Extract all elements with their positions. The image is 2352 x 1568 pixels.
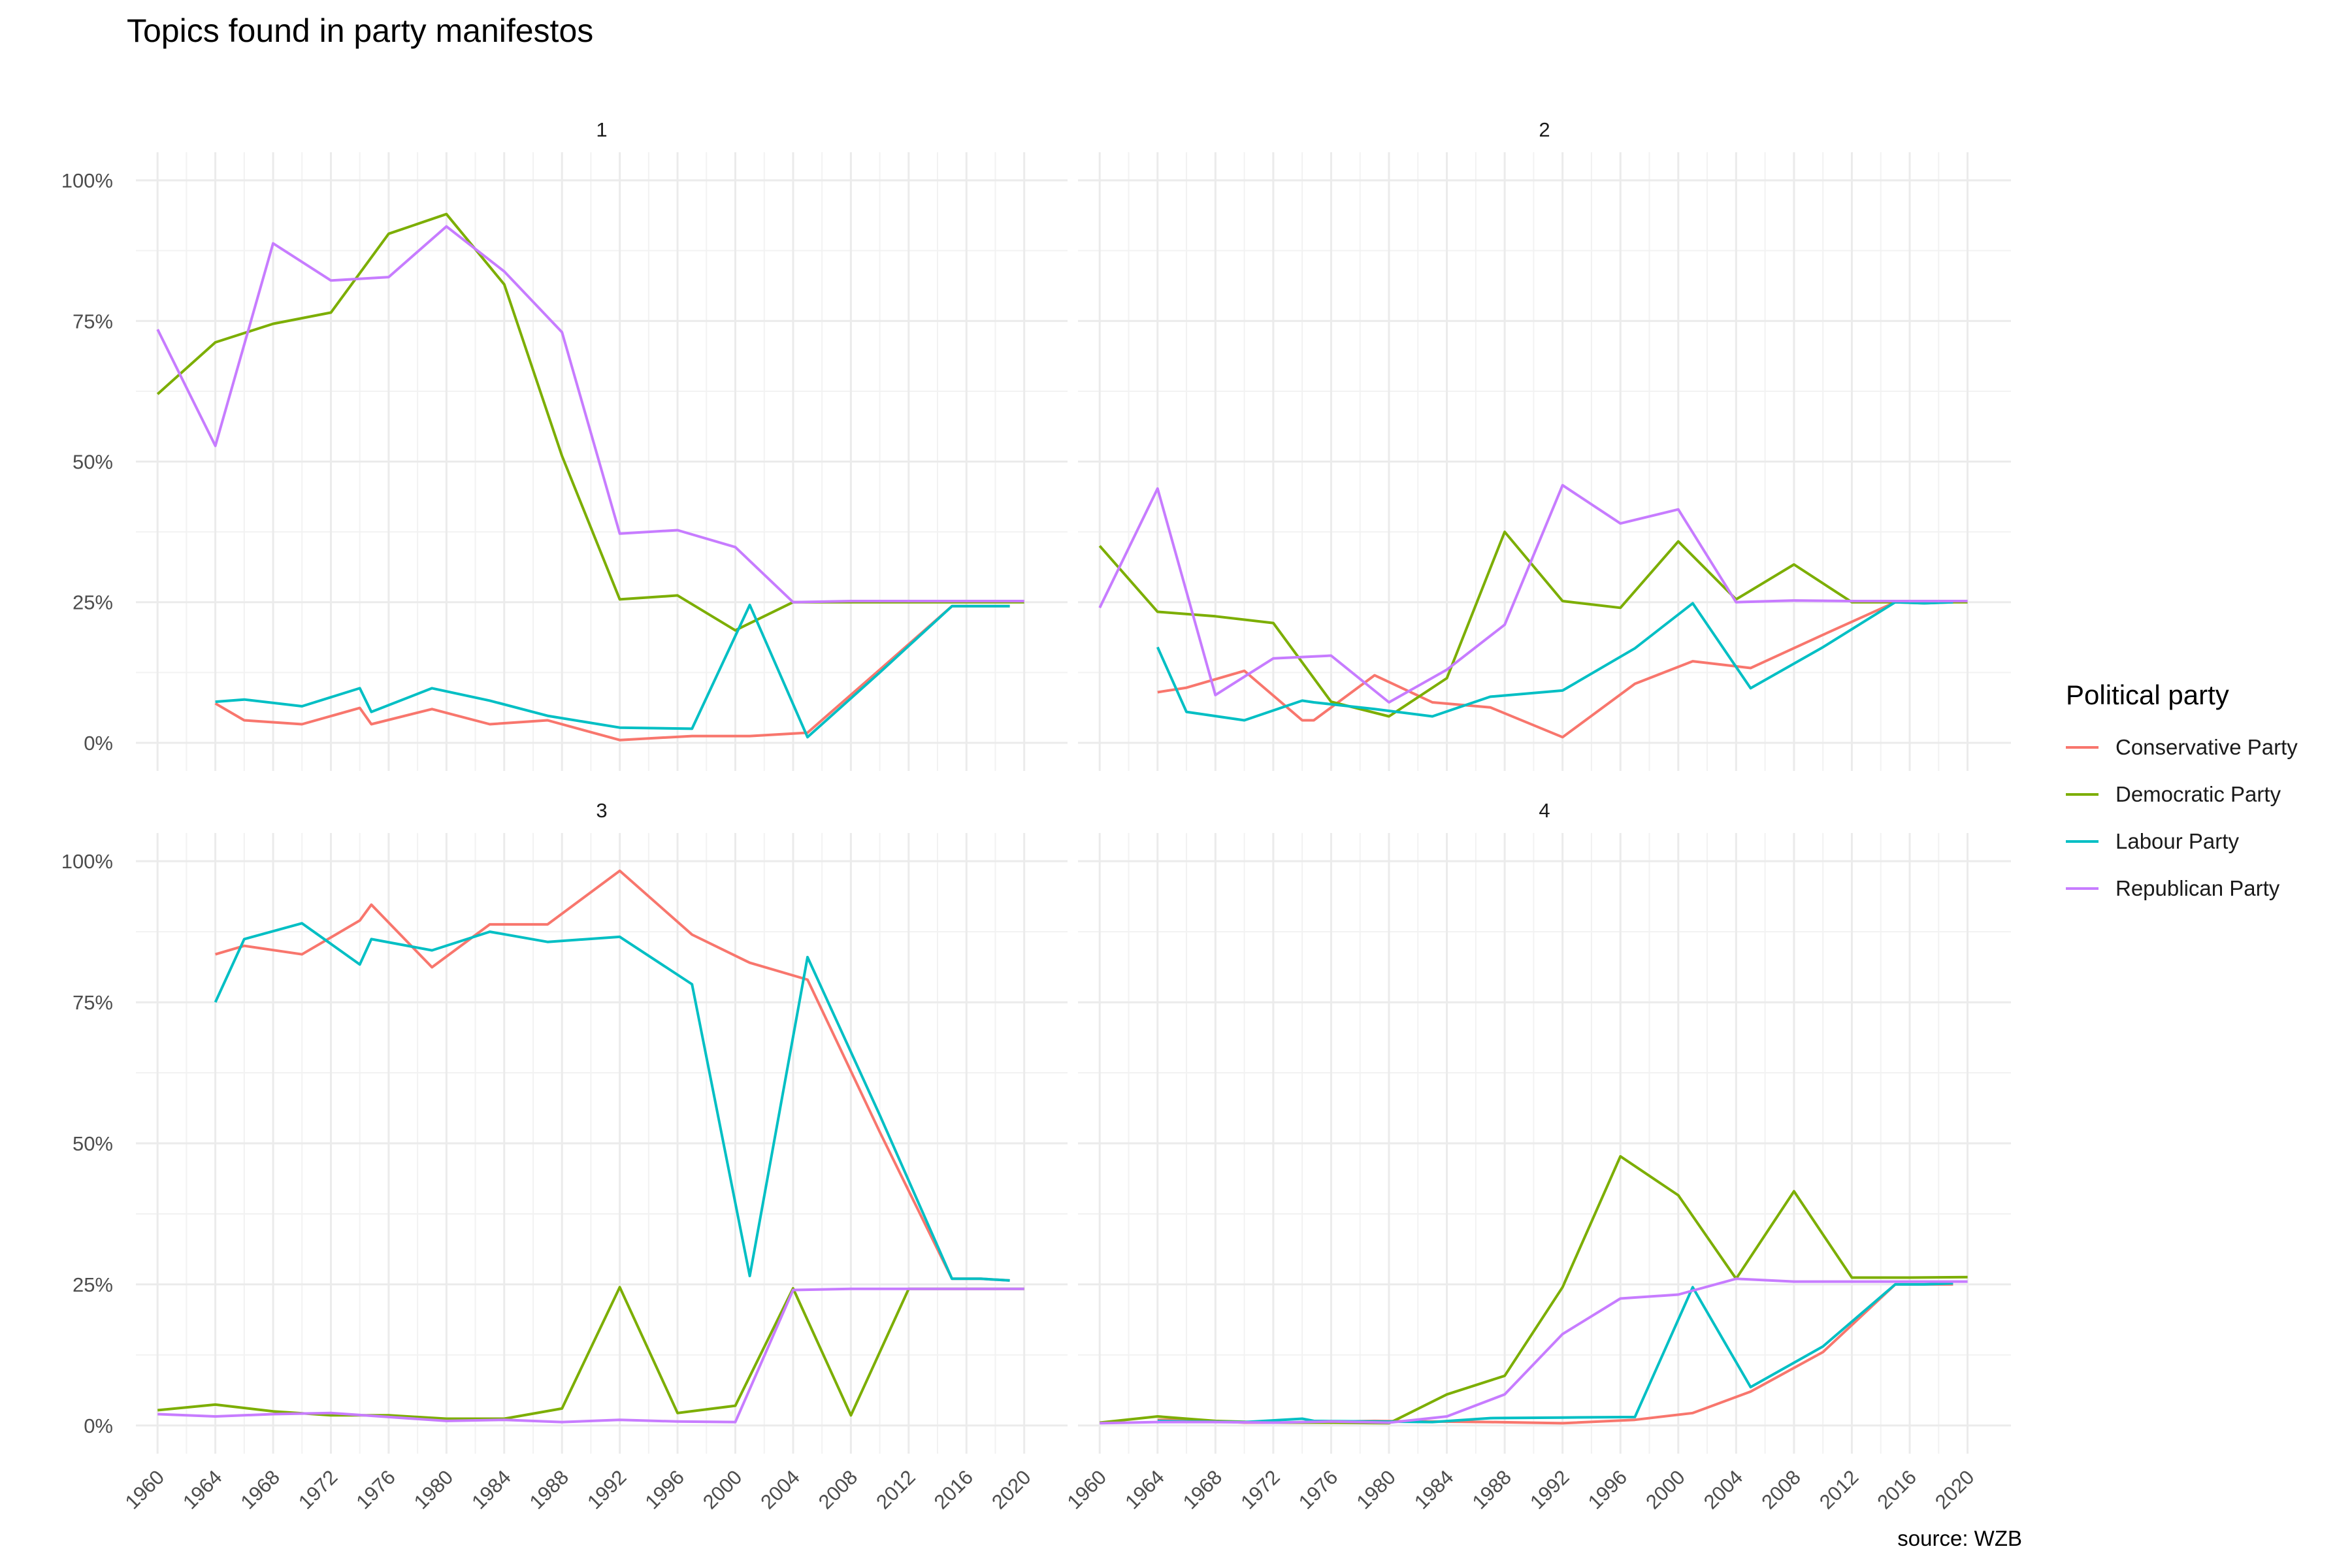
x-tick-label: 1976 [351, 1465, 400, 1514]
series-line-republican-party [157, 1287, 1024, 1424]
x-tick-label: 1960 [1063, 1465, 1111, 1514]
legend-item-republican: Republican Party [2066, 865, 2298, 912]
y-tick-label: 50% [73, 451, 113, 474]
x-tick-label: 1992 [583, 1465, 631, 1514]
facet-strip-label: 3 [596, 799, 607, 822]
y-tick-label: 0% [84, 1414, 113, 1437]
y-tick-label: 25% [73, 1273, 113, 1296]
x-tick-label: 2016 [930, 1465, 978, 1514]
legend-title: Political party [2066, 679, 2229, 710]
facet-panel-2: 2 [1078, 118, 2011, 771]
x-tick-label: 1984 [1410, 1465, 1458, 1514]
facet-panel-4: 4 1960 1964 1968 1972 1976 1980 1984 1988 1992 199… [1063, 799, 2011, 1514]
legend-item-labour: Labour Party [2066, 818, 2298, 865]
facet-strip-label: 4 [1539, 799, 1550, 822]
x-tick-label: 2012 [1815, 1465, 1863, 1514]
y-tick-label: 100% [61, 169, 113, 192]
x-tick-label: 1988 [1468, 1465, 1516, 1514]
x-tick-label: 1960 [121, 1465, 169, 1514]
x-tick-label: 1968 [1179, 1465, 1227, 1514]
legend-label: Republican Party [2115, 876, 2280, 900]
x-tick-label: 2020 [987, 1465, 1036, 1514]
y-tick-label: 100% [61, 850, 113, 873]
facet-strip-label: 2 [1539, 118, 1550, 141]
x-tick-label: 2020 [1931, 1465, 1979, 1514]
series-line-labour-party [1156, 600, 1953, 722]
x-tick-label: 2012 [872, 1465, 920, 1514]
x-tick-label: 1984 [467, 1465, 515, 1514]
series-line-republican-party [1098, 483, 1968, 704]
x-tick-label: 2008 [1757, 1465, 1805, 1514]
facet-panel-3: 3 0% 25% 50% 75% 100% 1960 1964 1968 1972 1976 1980… [61, 799, 1068, 1514]
legend-label: Labour Party [2115, 829, 2239, 853]
legend-item-democratic: Democratic Party [2066, 771, 2298, 818]
chart-caption: source: WZB [1897, 1526, 2022, 1550]
x-tick-label: 2016 [1872, 1465, 1921, 1514]
y-tick-label: 0% [84, 732, 113, 755]
x-tick-label: 1980 [1352, 1465, 1400, 1514]
x-tick-label: 1964 [178, 1465, 227, 1514]
series-line-conservative-party [1157, 600, 1953, 739]
legend-swatch-democratic [2066, 793, 2099, 796]
series-line-labour-party [214, 922, 1010, 1282]
series-line-conservative-party [215, 869, 1010, 1282]
series-line-democratic-party [1098, 531, 1968, 718]
x-tick-label: 1964 [1120, 1465, 1169, 1514]
legend-swatch-republican [2066, 887, 2099, 890]
legend-label: Democratic Party [2115, 782, 2281, 806]
series-line-conservative-party [1157, 1282, 1953, 1425]
series-line-labour-party [215, 604, 1010, 739]
y-tick-label: 25% [73, 591, 113, 614]
x-tick-label: 1968 [236, 1465, 284, 1514]
x-tick-label: 1992 [1526, 1465, 1574, 1514]
x-tick-label: 1976 [1294, 1465, 1343, 1514]
legend-item-conservative: Conservative Party [2066, 724, 2298, 771]
x-tick-label: 1972 [294, 1465, 342, 1514]
y-tick-label: 75% [73, 310, 113, 333]
series-line-labour-party [1157, 1282, 1953, 1424]
x-tick-label: 1972 [1236, 1465, 1284, 1514]
x-tick-label: 1988 [525, 1465, 574, 1514]
y-tick-label: 75% [73, 991, 113, 1014]
x-tick-label: 1996 [641, 1465, 689, 1514]
x-tick-label: 2004 [1699, 1465, 1748, 1514]
x-tick-label: 2004 [756, 1465, 804, 1514]
x-tick-label: 1996 [1584, 1465, 1632, 1514]
legend-swatch-conservative [2066, 746, 2099, 749]
x-tick-label: 2000 [698, 1465, 747, 1514]
x-tick-label: 1980 [410, 1465, 458, 1514]
legend-swatch-labour [2066, 840, 2099, 843]
chart-title: Topics found in party manifestos [127, 12, 594, 49]
facet-strip-label: 1 [596, 118, 607, 141]
series-line-republican-party [1100, 1277, 1968, 1425]
x-tick-label: 2000 [1641, 1465, 1690, 1514]
legend-label: Conservative Party [2115, 735, 2298, 759]
series-line-republican-party [156, 225, 1024, 604]
y-tick-label: 50% [73, 1132, 113, 1155]
legend: Political party Conservative Party Democ… [2066, 679, 2298, 912]
facet-panel-1: 1 0% 25% 50% 75% 100% [61, 118, 1068, 771]
x-tick-label: 2008 [814, 1465, 862, 1514]
